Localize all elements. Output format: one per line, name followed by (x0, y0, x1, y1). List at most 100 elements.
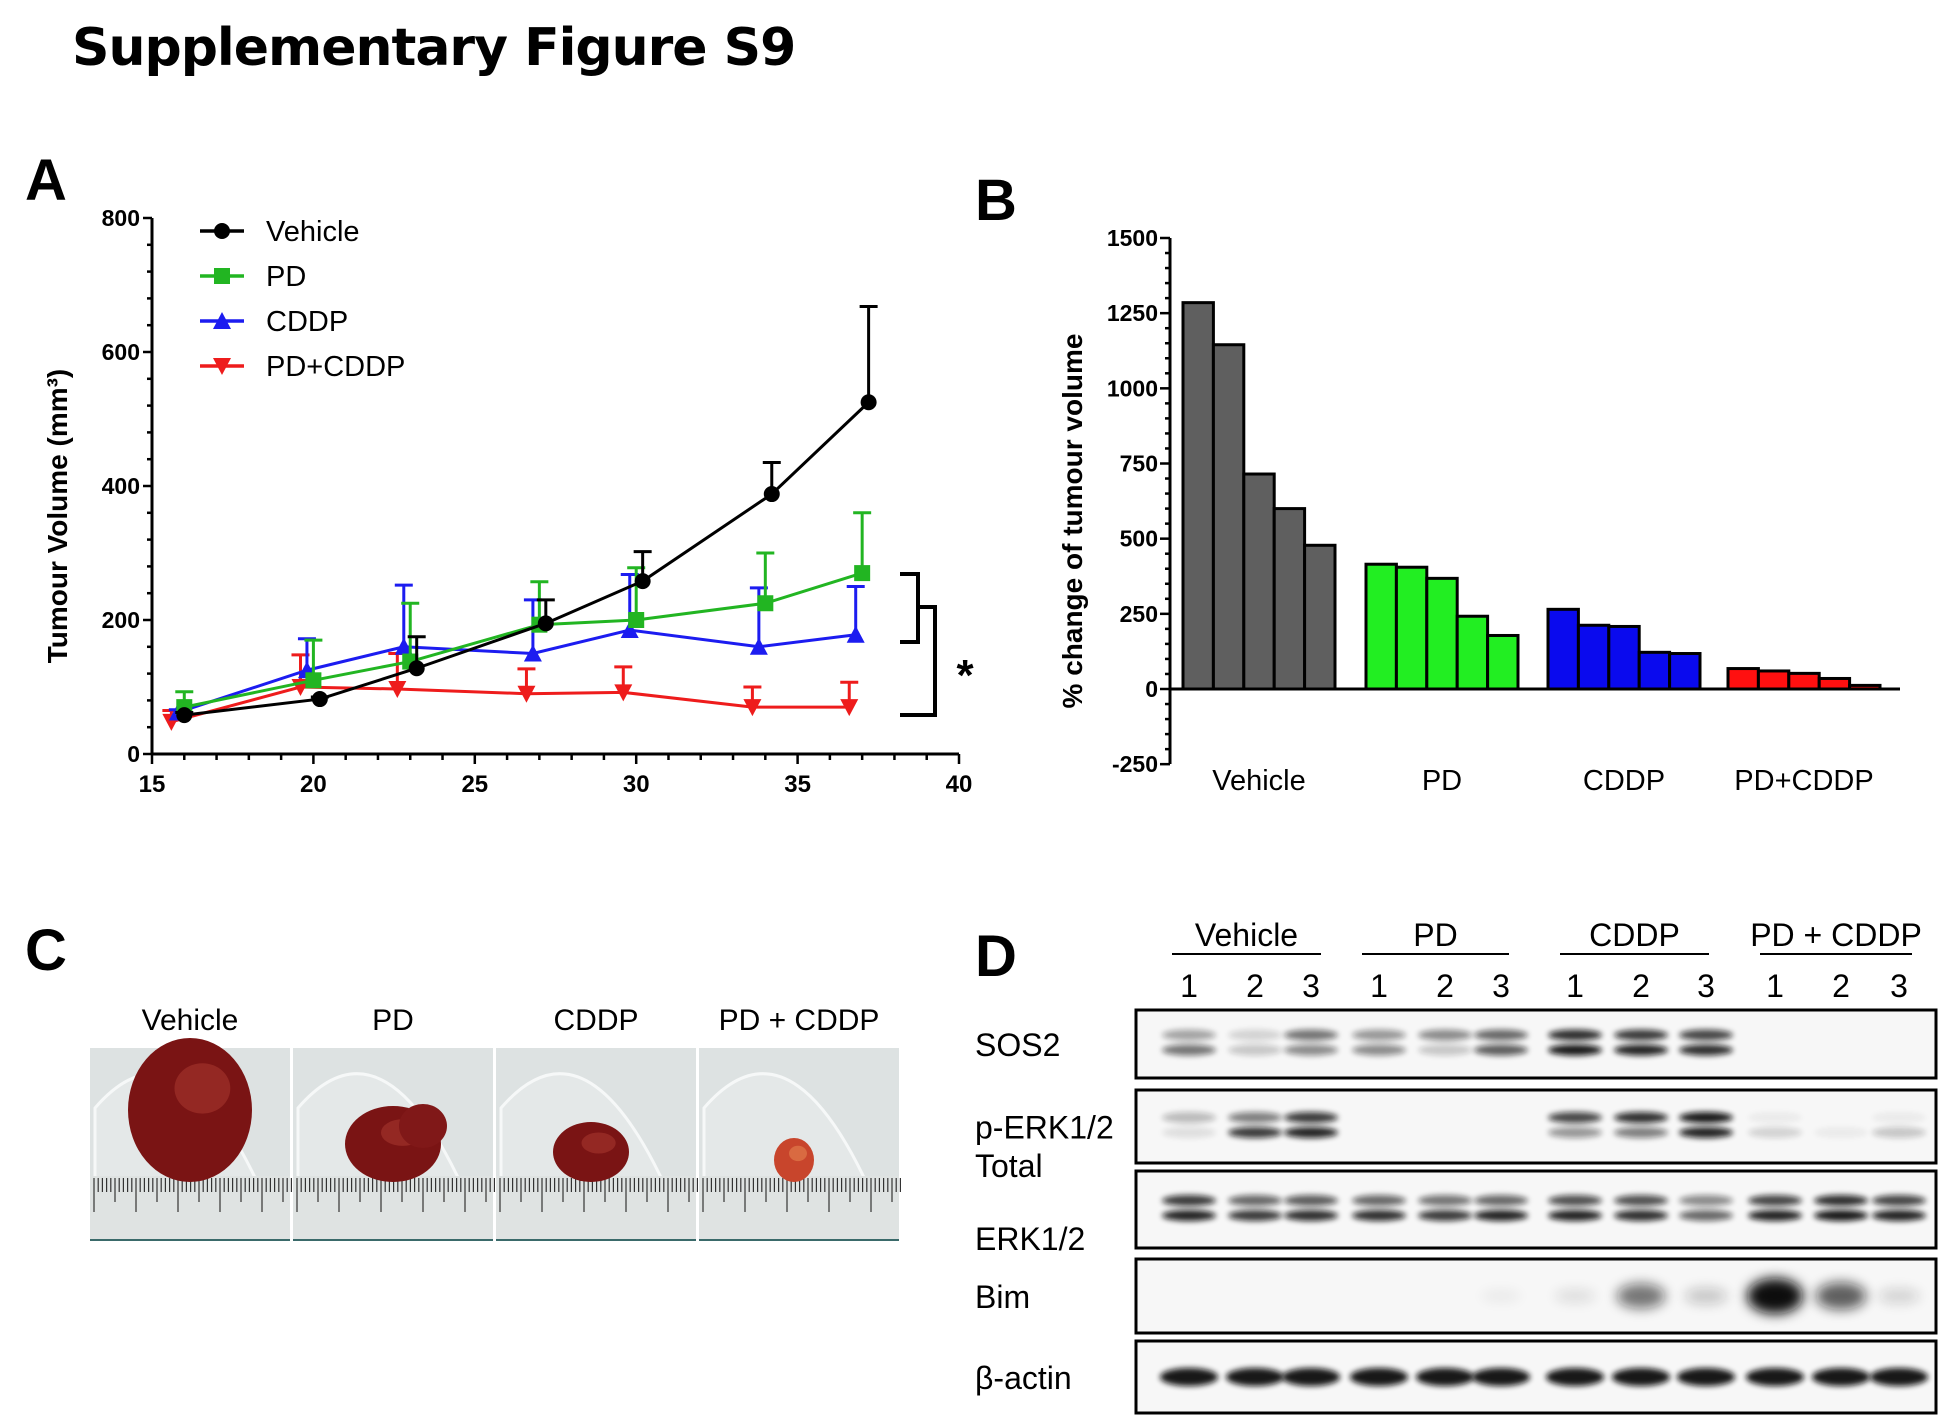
y-axis-label: % change of tumour volume (1057, 334, 1088, 709)
data-point (854, 565, 871, 582)
y-tick-label: 400 (102, 473, 140, 499)
blot-row--actin: β-actin (975, 1339, 1938, 1415)
photo-caption: Vehicle (142, 1004, 239, 1037)
data-point (628, 612, 645, 628)
data-point (614, 684, 633, 702)
tumour-photo (496, 1048, 699, 1242)
y-tick-label: 800 (102, 205, 140, 231)
band (1612, 1368, 1670, 1386)
y-tick-label: 200 (102, 607, 140, 633)
y-tick-label: 750 (1120, 451, 1158, 477)
band (1614, 1044, 1668, 1056)
lane-number: 2 (1436, 968, 1454, 1004)
band (1284, 1210, 1338, 1221)
y-tick-label: 0 (1145, 676, 1158, 702)
band (1162, 1029, 1216, 1041)
band (1474, 1195, 1528, 1206)
band (1162, 1195, 1216, 1206)
lane-number: 1 (1566, 968, 1584, 1004)
band (1679, 1210, 1733, 1221)
lane-number: 3 (1697, 968, 1715, 1004)
y-tick-label: -250 (1112, 751, 1158, 777)
data-point (749, 637, 768, 655)
x-tick-label: 30 (623, 771, 650, 798)
band (1474, 1029, 1528, 1041)
category-label: PD+CDDP (1734, 765, 1873, 797)
series-pd (175, 511, 872, 716)
tumour-lobe (399, 1104, 447, 1148)
group-label: PD + CDDP (1750, 917, 1922, 953)
band (1548, 1210, 1602, 1221)
bar (1817, 676, 1852, 691)
panel-b-chart: Vehicle PD CDDP PD+CDDP -250 0 250 500 750 1000 12… (1057, 225, 1900, 797)
band (1352, 1195, 1406, 1206)
band (1548, 1195, 1602, 1206)
bar-group-vehicle: Vehicle (1181, 301, 1337, 797)
data-point (840, 699, 859, 717)
x-tick-label: 35 (784, 771, 811, 798)
band (1614, 1195, 1668, 1206)
bar (1607, 624, 1641, 691)
bracket-outer (900, 605, 937, 717)
x-tick-label: 20 (300, 771, 327, 798)
y-tick-label: 0 (127, 741, 140, 767)
tumour-photo (90, 1038, 292, 1242)
bar (1546, 607, 1580, 691)
bar (1668, 652, 1702, 691)
band (1228, 1029, 1282, 1041)
photo-caption: CDDP (553, 1004, 638, 1037)
panel-d-blot: Vehicle PD CDDP PD + CDDP 1 2 3 1 2 3 1 2 3 1 2 3 SOS2 p-… (975, 917, 1938, 1415)
band (1418, 1029, 1472, 1041)
bar (1242, 472, 1276, 691)
blot-frame (1134, 1169, 1938, 1250)
data-point (394, 637, 413, 655)
bar (1486, 633, 1520, 691)
band (1554, 1288, 1596, 1304)
band (1747, 1278, 1803, 1314)
data-point (311, 691, 328, 708)
band (1228, 1210, 1282, 1221)
lane-number: 2 (1632, 968, 1650, 1004)
band (1284, 1044, 1338, 1056)
band (1748, 1195, 1802, 1206)
band (1226, 1368, 1284, 1386)
bar (1637, 650, 1672, 691)
band (1614, 1210, 1668, 1221)
band (1872, 1195, 1926, 1206)
band (1162, 1210, 1216, 1221)
legend-label: PD+CDDP (266, 351, 405, 383)
data-point (763, 486, 780, 503)
band (1616, 1283, 1666, 1309)
row-label: ERK1/2 (975, 1221, 1085, 1257)
bar (1364, 562, 1398, 691)
significance-bracket (900, 572, 937, 717)
blot-frame (1134, 1088, 1938, 1165)
data-point (620, 621, 639, 639)
band (1162, 1112, 1216, 1123)
lane-number: 1 (1370, 968, 1388, 1004)
panel-c-photos: Vehicle PD CDDP PD + CDDP (90, 1004, 902, 1242)
band (1474, 1210, 1528, 1221)
band (1679, 1029, 1733, 1041)
lane-number: 1 (1766, 968, 1784, 1004)
series-vehicle (175, 304, 878, 724)
legend-marker (214, 268, 230, 284)
band (1228, 1127, 1282, 1138)
bar (1181, 301, 1215, 691)
band (1679, 1044, 1733, 1056)
x-tick-label: 15 (139, 771, 166, 798)
bar (1394, 565, 1429, 691)
legend-label: Vehicle (266, 216, 360, 248)
band (1284, 1195, 1338, 1206)
band (1228, 1195, 1282, 1206)
blot-frame (1134, 1008, 1938, 1080)
bar (1272, 507, 1307, 691)
band (1352, 1044, 1406, 1056)
bar (1211, 343, 1246, 691)
band (1614, 1127, 1668, 1138)
data-point (523, 644, 542, 662)
bar (1726, 667, 1760, 691)
band (1480, 1289, 1522, 1303)
y-tick-label: 250 (1120, 601, 1158, 627)
